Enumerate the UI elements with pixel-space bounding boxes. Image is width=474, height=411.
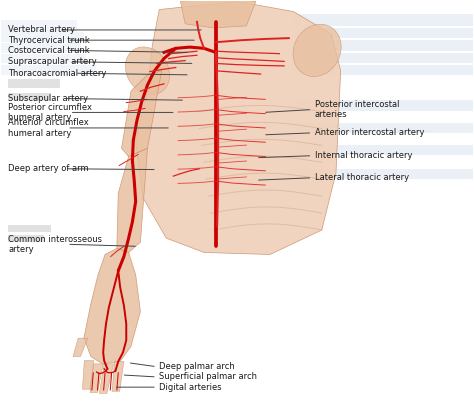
Bar	[9, 79, 60, 88]
Text: Digital arteries: Digital arteries	[159, 383, 222, 392]
Polygon shape	[84, 248, 140, 364]
Bar	[293, 169, 473, 179]
Text: Posterior circumflex
humeral artery: Posterior circumflex humeral artery	[9, 103, 92, 122]
Polygon shape	[117, 148, 147, 252]
Text: Anterior circumflex
humeral artery: Anterior circumflex humeral artery	[9, 118, 89, 138]
Bar	[293, 14, 473, 26]
Bar	[293, 53, 473, 63]
Text: Internal thoracic artery: Internal thoracic artery	[315, 151, 412, 160]
Bar	[1, 43, 82, 53]
Text: Anterior intercostal artery: Anterior intercostal artery	[315, 128, 424, 137]
Polygon shape	[73, 338, 88, 356]
Polygon shape	[82, 360, 94, 389]
Polygon shape	[121, 71, 162, 157]
Text: Lateral thoracic artery: Lateral thoracic artery	[315, 173, 409, 182]
Polygon shape	[136, 1, 341, 254]
Bar	[293, 145, 473, 155]
Bar	[1, 32, 84, 42]
Polygon shape	[112, 361, 124, 391]
Bar	[1, 54, 86, 63]
Bar	[293, 40, 473, 51]
Text: Common interosseous
artery: Common interosseous artery	[9, 235, 102, 254]
Bar	[293, 100, 473, 111]
Polygon shape	[90, 364, 103, 393]
Bar	[1, 20, 77, 32]
Ellipse shape	[125, 47, 170, 95]
Text: Deep artery of arm: Deep artery of arm	[9, 164, 89, 173]
Bar	[9, 93, 51, 100]
Polygon shape	[181, 0, 256, 28]
Text: Suprascapular artery: Suprascapular artery	[9, 57, 97, 66]
Bar	[293, 28, 473, 38]
Text: Thoracoacromial artery: Thoracoacromial artery	[9, 69, 107, 78]
Text: Subscapular artery: Subscapular artery	[9, 94, 89, 103]
Text: Posterior intercostal
arteries: Posterior intercostal arteries	[315, 100, 399, 119]
Bar	[293, 123, 473, 133]
Bar	[1, 65, 96, 75]
Text: Deep palmar arch: Deep palmar arch	[159, 362, 235, 371]
Text: Thyrocervical trunk: Thyrocervical trunk	[9, 36, 90, 45]
Ellipse shape	[293, 24, 341, 76]
Bar	[293, 65, 473, 75]
Text: Costocervical trunk: Costocervical trunk	[9, 46, 90, 55]
Bar	[9, 225, 51, 232]
Text: Vertebral artery: Vertebral artery	[9, 25, 75, 35]
Polygon shape	[100, 364, 114, 393]
Text: Superficial palmar arch: Superficial palmar arch	[159, 372, 257, 381]
Bar	[9, 235, 44, 242]
